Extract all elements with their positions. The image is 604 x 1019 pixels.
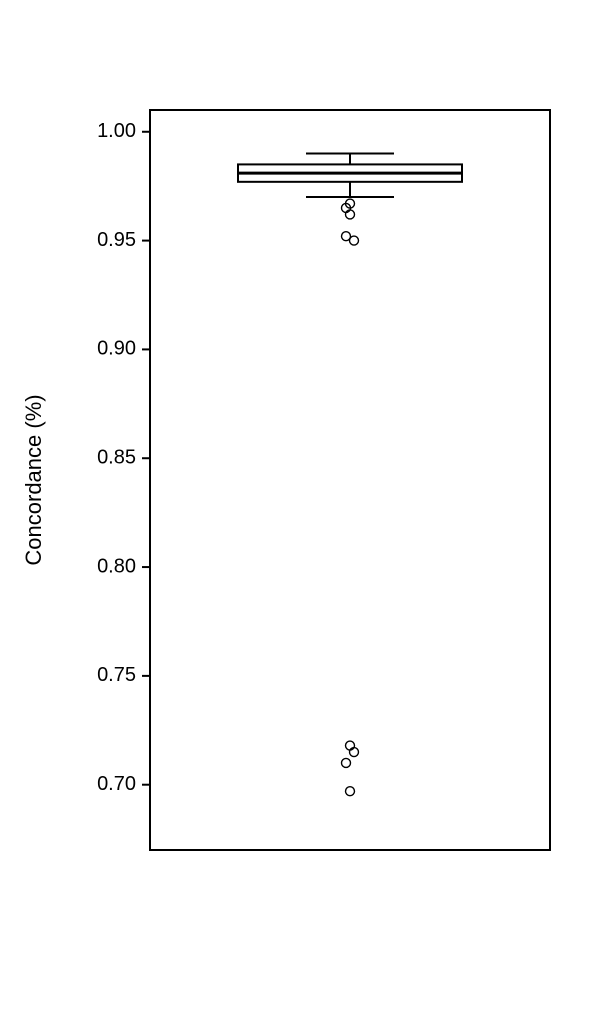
y-tick-label: 0.90 bbox=[97, 338, 136, 360]
y-tick-label: 0.75 bbox=[97, 664, 136, 686]
y-tick-label: 0.80 bbox=[97, 555, 136, 577]
boxplot-chart: 0.70 0.75 0.80 0.85 0.90 0.95 1.00 Concordance … bbox=[0, 0, 604, 1019]
y-tick-label: 1.00 bbox=[97, 120, 136, 142]
y-axis-label: Concordance (%) bbox=[21, 394, 46, 565]
y-tick-label: 0.95 bbox=[97, 229, 136, 251]
y-tick-label: 0.70 bbox=[97, 773, 136, 795]
y-tick-label: 0.85 bbox=[97, 447, 136, 469]
